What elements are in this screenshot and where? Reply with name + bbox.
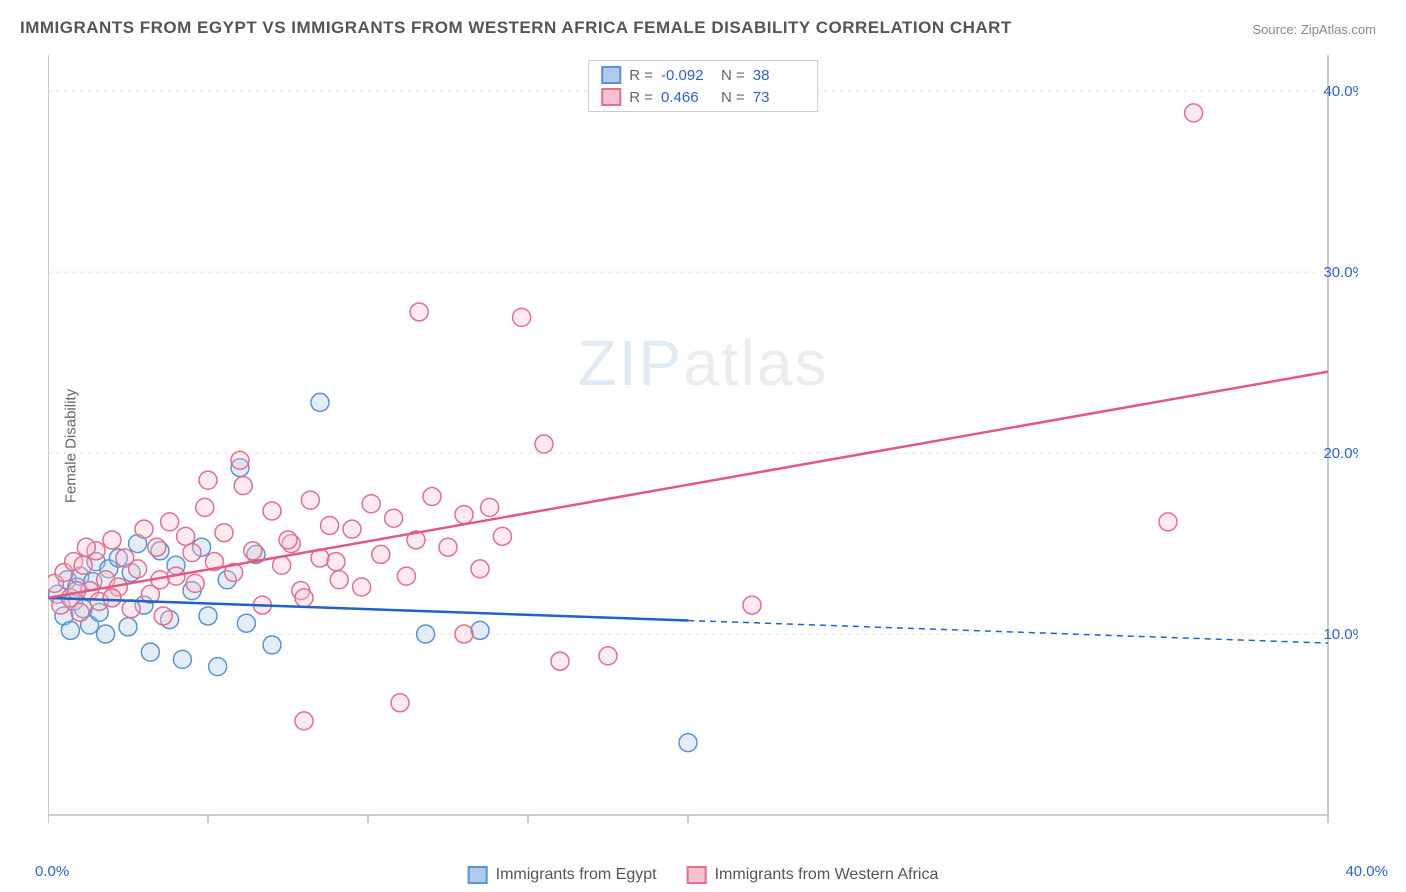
- scatter-point-western_africa: [362, 495, 380, 513]
- y-tick-label: 10.0%: [1323, 626, 1358, 643]
- scatter-point-western_africa: [244, 542, 262, 560]
- n-label: N =: [721, 89, 745, 106]
- scatter-point-western_africa: [423, 488, 441, 506]
- scatter-point-western_africa: [513, 308, 531, 326]
- r-label: R =: [629, 67, 653, 84]
- scatter-point-egypt: [311, 393, 329, 411]
- scatter-point-western_africa: [1185, 104, 1203, 122]
- scatter-point-western_africa: [372, 545, 390, 563]
- scatter-point-western_africa: [199, 471, 217, 489]
- scatter-point-egypt: [209, 658, 227, 676]
- scatter-point-western_africa: [295, 589, 313, 607]
- y-tick-label: 40.0%: [1323, 83, 1358, 100]
- scatter-point-western_africa: [321, 516, 339, 534]
- scatter-point-western_africa: [353, 578, 371, 596]
- scatter-point-western_africa: [129, 560, 147, 578]
- scatter-point-western_africa: [301, 491, 319, 509]
- scatter-point-western_africa: [103, 531, 121, 549]
- scatter-point-western_africa: [599, 647, 617, 665]
- scatter-point-western_africa: [186, 574, 204, 592]
- scatter-point-western_africa: [77, 538, 95, 556]
- scatter-point-western_africa: [148, 538, 166, 556]
- scatter-point-egypt: [237, 614, 255, 632]
- scatter-point-western_africa: [551, 652, 569, 670]
- scatter-point-western_africa: [71, 603, 89, 621]
- scatter-point-western_africa: [330, 571, 348, 589]
- scatter-point-western_africa: [327, 553, 345, 571]
- source-link[interactable]: ZipAtlas.com: [1301, 22, 1376, 37]
- scatter-point-western_africa: [196, 498, 214, 516]
- scatter-point-egypt: [263, 636, 281, 654]
- scatter-point-western_africa: [471, 560, 489, 578]
- scatter-point-western_africa: [455, 625, 473, 643]
- chart-title: IMMIGRANTS FROM EGYPT VS IMMIGRANTS FROM…: [20, 18, 1012, 38]
- legend-swatch: [601, 66, 621, 84]
- chart-plot-area: 10.0%20.0%30.0%40.0% ZIPatlas: [48, 55, 1358, 825]
- y-tick-label: 30.0%: [1323, 264, 1358, 281]
- scatter-point-western_africa: [481, 498, 499, 516]
- scatter-point-western_africa: [177, 527, 195, 545]
- y-tick-label: 20.0%: [1323, 445, 1358, 462]
- r-value: 0.466: [661, 89, 713, 106]
- correlation-legend: R = -0.092 N = 38 R = 0.466 N = 73: [588, 60, 818, 112]
- scatter-point-western_africa: [234, 477, 252, 495]
- scatter-point-western_africa: [455, 506, 473, 524]
- x-tick-label: 0.0%: [35, 863, 69, 880]
- scatter-point-western_africa: [743, 596, 761, 614]
- series-legend-label: Immigrants from Western Africa: [715, 866, 939, 884]
- n-value: 73: [753, 89, 805, 106]
- scatter-point-egypt: [679, 734, 697, 752]
- scatter-point-egypt: [61, 621, 79, 639]
- scatter-point-western_africa: [493, 527, 511, 545]
- scatter-point-western_africa: [273, 556, 291, 574]
- scatter-point-western_africa: [154, 607, 172, 625]
- correlation-legend-row: R = -0.092 N = 38: [601, 64, 805, 86]
- scatter-point-western_africa: [1159, 513, 1177, 531]
- scatter-point-western_africa: [74, 556, 92, 574]
- scatter-point-western_africa: [263, 502, 281, 520]
- scatter-point-western_africa: [343, 520, 361, 538]
- n-value: 38: [753, 67, 805, 84]
- trend-line-egypt-dashed: [688, 620, 1328, 643]
- legend-swatch: [601, 88, 621, 106]
- scatter-point-western_africa: [279, 531, 297, 549]
- r-value: -0.092: [661, 67, 713, 84]
- legend-swatch: [468, 866, 488, 884]
- scatter-point-western_africa: [397, 567, 415, 585]
- scatter-point-western_africa: [161, 513, 179, 531]
- scatter-point-western_africa: [410, 303, 428, 321]
- scatter-point-egypt: [199, 607, 217, 625]
- r-label: R =: [629, 89, 653, 106]
- source-prefix: Source:: [1252, 22, 1300, 37]
- scatter-point-egypt: [471, 621, 489, 639]
- scatter-point-western_africa: [135, 520, 153, 538]
- series-legend-item: Immigrants from Western Africa: [687, 866, 939, 884]
- scatter-point-egypt: [97, 625, 115, 643]
- scatter-point-western_africa: [391, 694, 409, 712]
- n-label: N =: [721, 67, 745, 84]
- scatter-point-western_africa: [439, 538, 457, 556]
- series-legend: Immigrants from Egypt Immigrants from Wes…: [468, 866, 939, 884]
- scatter-point-egypt: [141, 643, 159, 661]
- source-attribution: Source: ZipAtlas.com: [1252, 22, 1376, 37]
- legend-swatch: [687, 866, 707, 884]
- scatter-point-western_africa: [535, 435, 553, 453]
- scatter-point-egypt: [173, 650, 191, 668]
- correlation-legend-row: R = 0.466 N = 73: [601, 86, 805, 108]
- series-legend-label: Immigrants from Egypt: [496, 866, 657, 884]
- scatter-point-western_africa: [231, 451, 249, 469]
- scatter-point-western_africa: [103, 589, 121, 607]
- scatter-point-western_africa: [215, 524, 233, 542]
- scatter-point-egypt: [417, 625, 435, 643]
- series-legend-item: Immigrants from Egypt: [468, 866, 657, 884]
- scatter-point-western_africa: [183, 544, 201, 562]
- scatter-point-egypt: [119, 618, 137, 636]
- scatter-point-western_africa: [295, 712, 313, 730]
- x-tick-label: 40.0%: [1345, 863, 1388, 880]
- scatter-point-western_africa: [122, 600, 140, 618]
- scatter-point-western_africa: [385, 509, 403, 527]
